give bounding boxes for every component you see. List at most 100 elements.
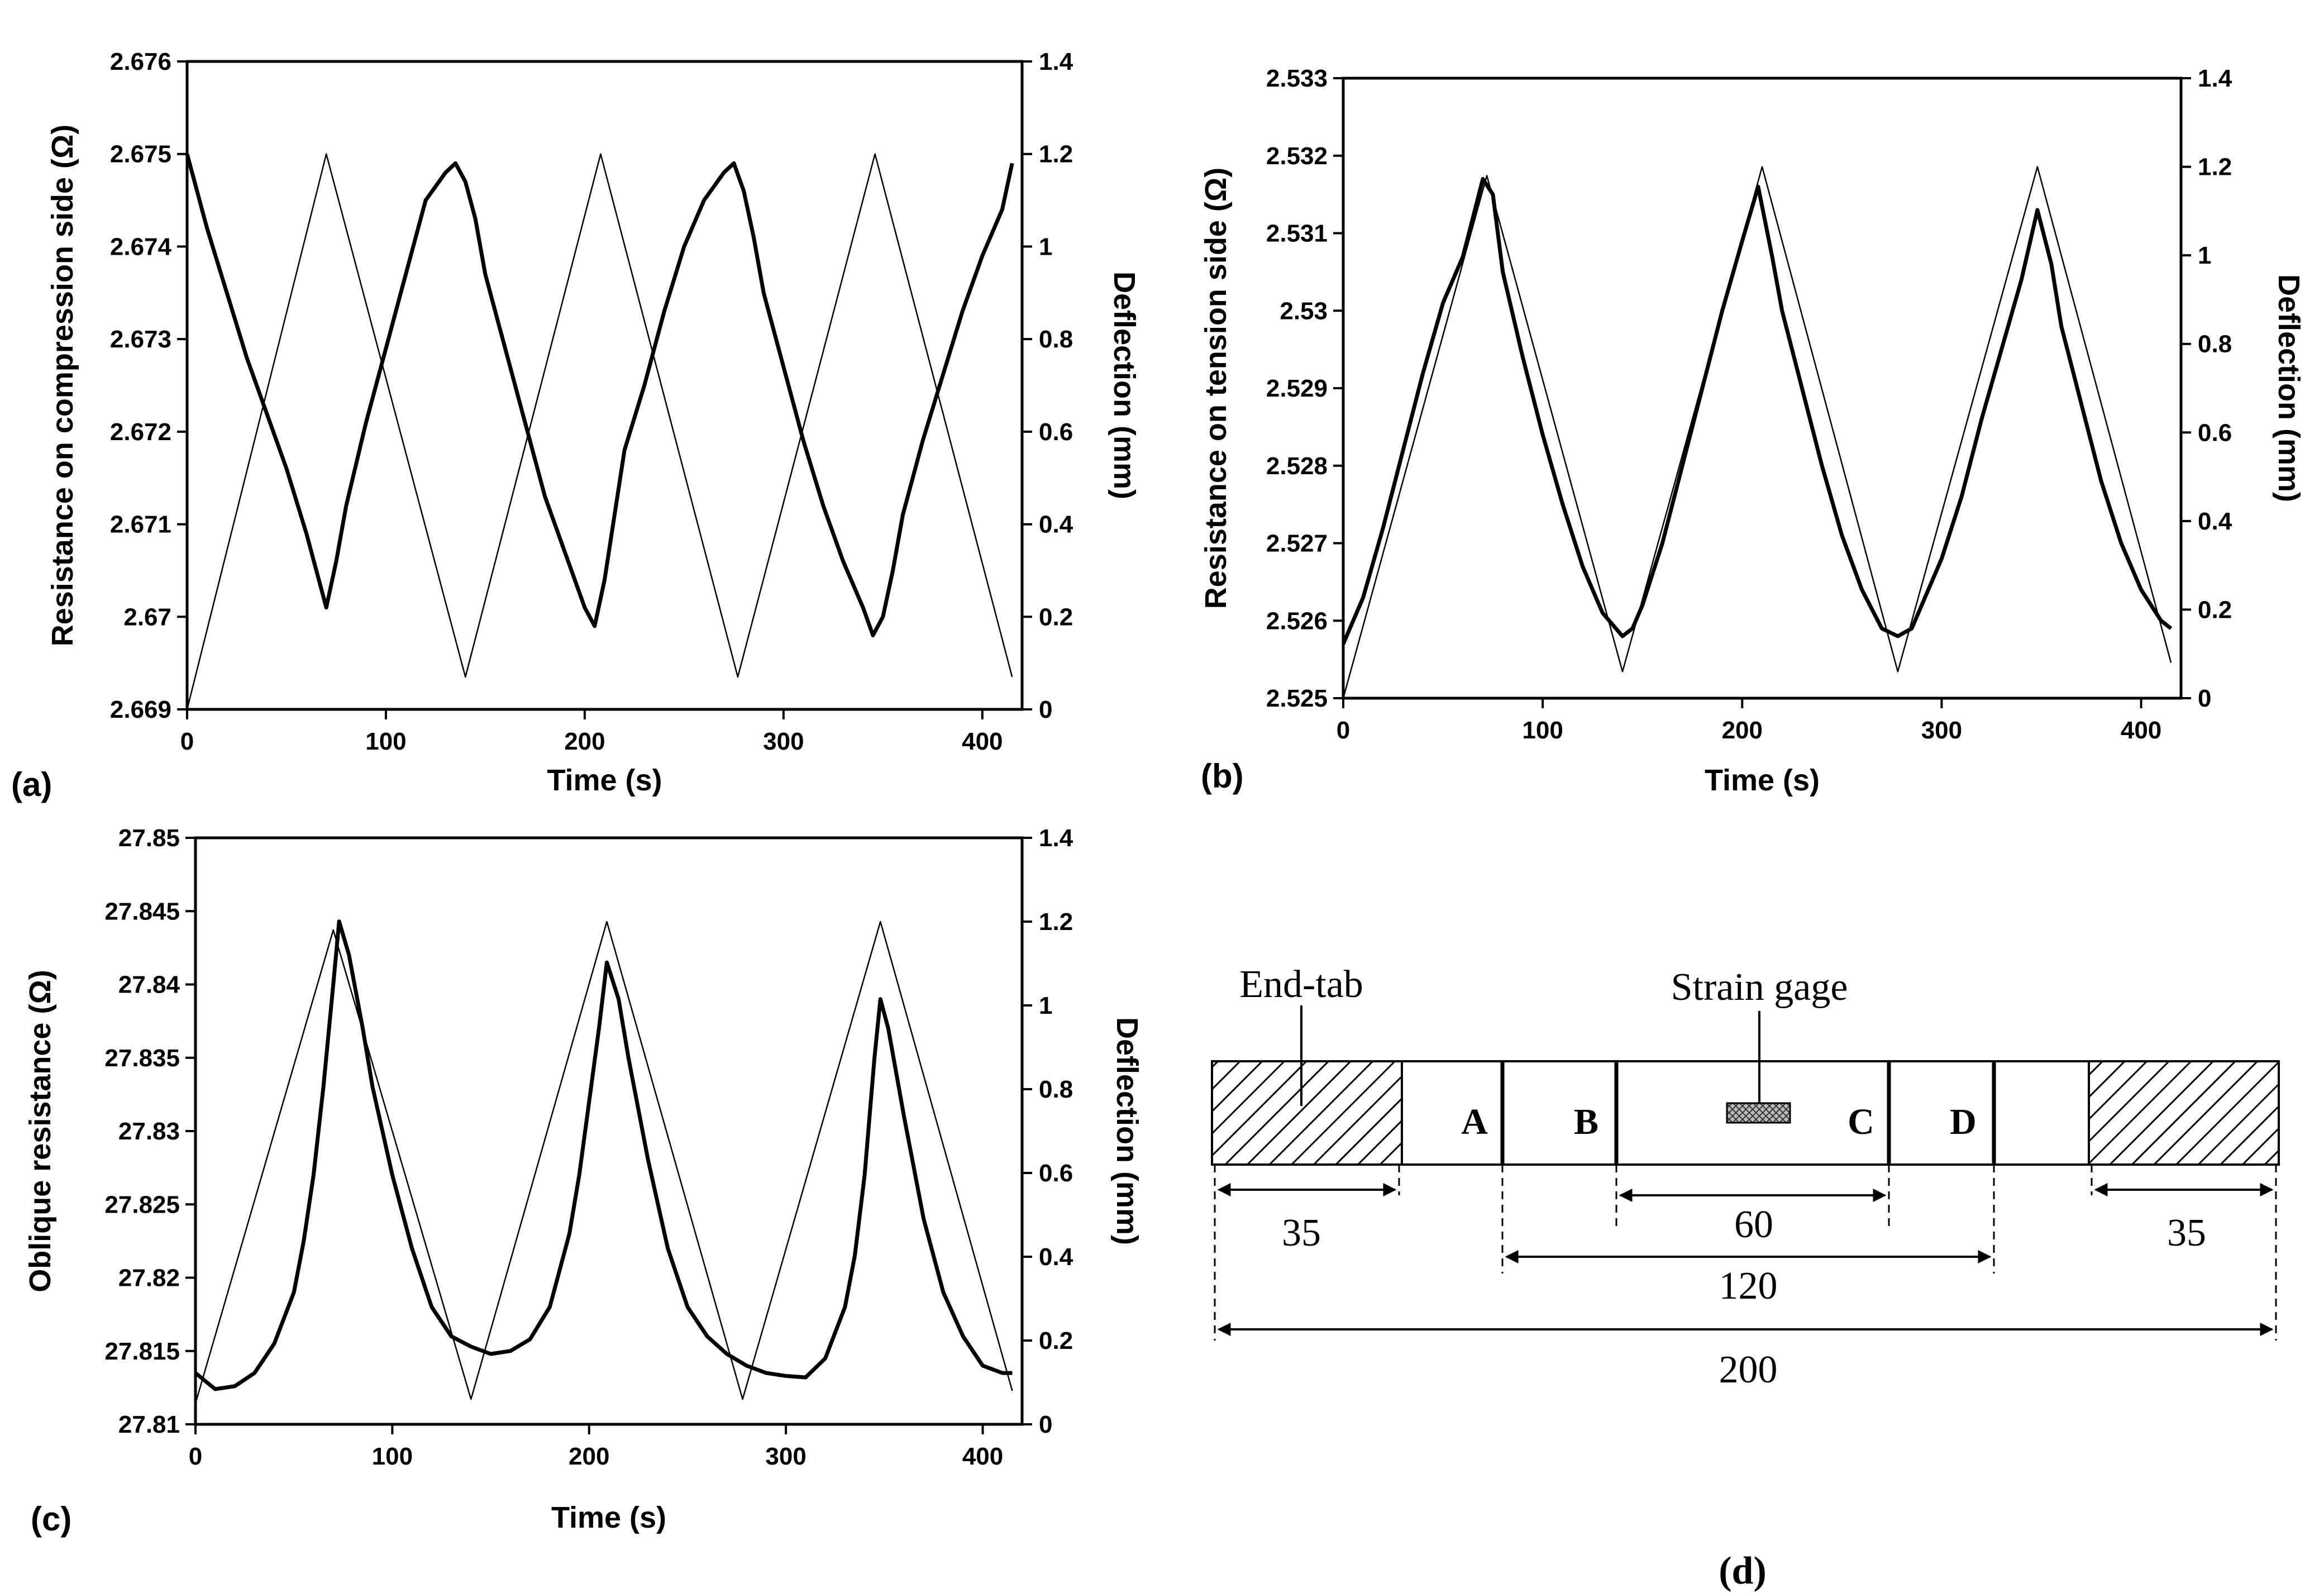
y2-tick-label: 0 [1039, 696, 1052, 723]
y-tick-label: 2.676 [110, 48, 171, 75]
y-tick-label: 2.53 [1280, 297, 1328, 325]
y2-tick-label: 1 [1039, 233, 1052, 260]
y-tick-label: 2.673 [110, 326, 171, 353]
dim-label-35-right: 35 [2167, 1212, 2206, 1255]
y2-tick-label: 0.6 [1039, 418, 1073, 446]
x-tick-label: 200 [569, 1443, 609, 1470]
y-tick-label: 2.674 [110, 233, 172, 260]
y2-tick-label: 0.2 [1039, 603, 1073, 631]
y-tick-label: 27.815 [104, 1338, 180, 1365]
y-tick-label: 27.845 [104, 898, 180, 925]
y-tick-label: 2.669 [110, 696, 171, 723]
plot-frame [1342, 77, 2183, 700]
x-tick-label: 400 [962, 728, 1003, 755]
x-tick-label: 0 [189, 1443, 202, 1470]
y2-tick-label: 0.4 [1039, 1243, 1073, 1271]
x-tick-label: 200 [1722, 717, 1763, 744]
y2-tick-label: 0.2 [1039, 1327, 1073, 1354]
deflection-line [186, 153, 1013, 710]
y2-tick-label: 1.4 [1039, 824, 1073, 852]
y2-tick-label: 0.6 [2198, 419, 2232, 446]
x-tick-label: 300 [763, 728, 804, 755]
panel-label: (c) [31, 1500, 71, 1538]
x-tick-label: 0 [1337, 717, 1350, 744]
x-tick-label: 0 [180, 728, 194, 755]
dim-label-60: 60 [1734, 1203, 1773, 1246]
y-axis-title: Resistance on tension side (Ω) [1199, 168, 1233, 609]
y2-tick-label: 1.4 [2198, 65, 2232, 92]
y-tick-label: 2.671 [110, 511, 171, 538]
x-tick-label: 200 [564, 728, 605, 755]
strain-gage [1726, 1102, 1791, 1124]
electrode-c-label: C [1848, 1101, 1874, 1142]
end-tab-right [2088, 1060, 2280, 1166]
y-tick-label: 27.82 [118, 1265, 180, 1292]
y-axis-title: Oblique resistance (Ω) [23, 970, 57, 1292]
y2-tick-label: 1.2 [2198, 154, 2232, 181]
plot-frame [185, 60, 1024, 711]
x-tick-label: 100 [1522, 717, 1563, 744]
panel-label-d: (d) [1719, 1549, 1767, 1592]
y-tick-label: 2.529 [1266, 375, 1328, 402]
panel-label: (b) [1201, 757, 1244, 795]
specimen-diagram: A B C D Strain gage End-tab 35 60 [1211, 963, 2280, 1592]
y2-tick-label: 0.8 [2198, 331, 2232, 358]
dim-label-120: 120 [1719, 1265, 1778, 1308]
panel-label: (a) [11, 766, 52, 803]
y-tick-label: 27.81 [118, 1411, 180, 1438]
y2-tick-label: 0 [2198, 685, 2211, 712]
y2-axis-title: Deflection (mm) [2272, 274, 2306, 502]
x-axis-title: Time (s) [547, 764, 662, 797]
y-tick-label: 27.835 [104, 1044, 180, 1072]
chart-a: 0 100 200 300 400 2.669 2.67 2.671 2.672 2.673 2.6… [11, 48, 1141, 803]
y-tick-label: 2.525 [1266, 685, 1328, 712]
deflection-line [1342, 166, 2172, 699]
y2-tick-label: 0.8 [1039, 1076, 1073, 1103]
chart-c: 0 100 200 300 400 27.81 27.815 27.82 27.825 27.83… [23, 824, 1144, 1538]
y2-tick-label: 0.4 [1039, 511, 1073, 538]
y-tick-label: 27.84 [118, 971, 180, 999]
x-tick-label: 300 [1921, 717, 1962, 744]
y-tick-label: 2.532 [1266, 142, 1328, 170]
y-tick-label: 2.528 [1266, 452, 1328, 480]
x-axis-title: Time (s) [551, 1501, 666, 1534]
y2-tick-label: 0.4 [2198, 508, 2232, 535]
y-tick-label: 2.526 [1266, 607, 1328, 635]
x-tick-label: 400 [2121, 717, 2161, 744]
y-tick-label: 27.85 [118, 824, 180, 852]
x-tick-label: 400 [962, 1443, 1003, 1470]
end-tab-left [1211, 1060, 1403, 1166]
deflection-line [194, 920, 1013, 1404]
electrode-b-label: B [1574, 1101, 1598, 1142]
y-tick-label: 2.533 [1266, 65, 1328, 92]
x-axis-title: Time (s) [1705, 764, 1820, 797]
y-axis-title: Resistance on compression side (Ω) [46, 125, 79, 647]
y-tick-label: 2.67 [123, 603, 171, 631]
y2-tick-label: 1.2 [1039, 141, 1073, 168]
dim-label-200: 200 [1719, 1348, 1778, 1391]
y2-tick-label: 0.2 [2198, 596, 2232, 623]
y2-tick-label: 1 [1039, 992, 1052, 1019]
resistance-line [194, 919, 1013, 1391]
x-tick-label: 100 [372, 1443, 413, 1470]
y-tick-label: 27.825 [104, 1191, 180, 1218]
x-tick-label: 300 [765, 1443, 806, 1470]
electrode-d-label: D [1950, 1101, 1977, 1142]
strain-gage-label: Strain gage [1671, 966, 1848, 1009]
y-tick-label: 2.527 [1266, 530, 1328, 557]
y2-tick-label: 1.2 [1039, 908, 1073, 936]
chart-b: 0 100 200 300 400 2.525 2.526 2.527 2.528 2.529 2.… [1199, 65, 2306, 797]
x-tick-label: 100 [365, 728, 406, 755]
dim-label-35-left: 35 [1282, 1212, 1321, 1255]
y2-tick-label: 1.4 [1039, 48, 1073, 75]
y-tick-label: 2.531 [1266, 220, 1328, 247]
end-tab-label: End-tab [1239, 963, 1363, 1006]
y2-tick-label: 0.8 [1039, 326, 1073, 353]
y-tick-label: 2.675 [110, 141, 171, 168]
resistance-line [185, 153, 1014, 637]
y2-axis-title: Deflection (mm) [1110, 1017, 1144, 1245]
y2-tick-label: 1 [2198, 242, 2211, 269]
y-tick-label: 2.672 [110, 418, 171, 446]
electrode-a-label: A [1461, 1101, 1488, 1142]
